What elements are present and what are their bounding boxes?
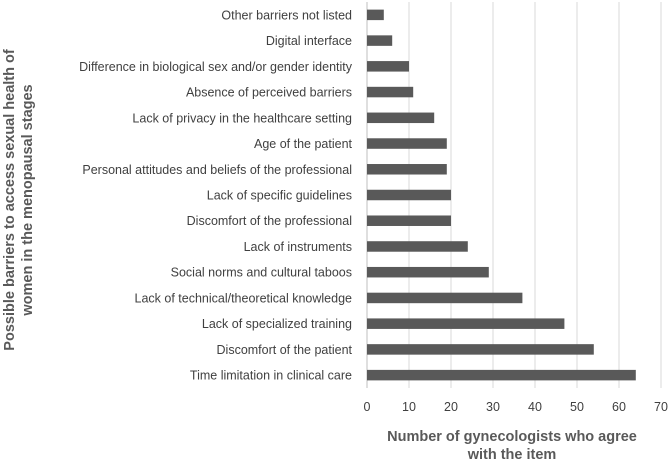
bar	[367, 215, 451, 226]
x-tick-label: 30	[486, 400, 500, 414]
bar	[367, 344, 594, 355]
category-label: Lack of privacy in the healthcare settin…	[132, 111, 352, 125]
bar	[367, 9, 384, 21]
x-tick-label: 0	[364, 400, 371, 414]
y-axis-title-line-1: Possible barriers to access sexual healt…	[2, 49, 18, 351]
bar	[367, 164, 447, 175]
category-label: Age of the patient	[254, 137, 353, 151]
x-tick-label: 20	[444, 400, 458, 414]
x-tick-label: 10	[402, 400, 416, 414]
bar	[367, 318, 565, 329]
bar	[367, 369, 636, 381]
y-axis-title-line-2: women in the menopausal stages	[20, 84, 36, 316]
category-label: Personal attitudes and beliefs of the pr…	[82, 163, 352, 177]
category-label: Digital interface	[266, 34, 352, 48]
category-label: Lack of specific guidelines	[207, 189, 352, 203]
category-label: Discomfort of the patient	[217, 343, 353, 357]
category-label: Lack of technical/theoretical knowledge	[135, 291, 353, 305]
bar	[367, 241, 468, 252]
x-tick-label: 60	[612, 400, 626, 414]
category-label: Social norms and cultural taboos	[171, 266, 352, 280]
bar	[367, 189, 451, 201]
bar	[367, 292, 523, 304]
category-labels: Time limitation in clinical care Discomfo…	[79, 8, 353, 382]
category-label: Lack of specialized training	[202, 317, 352, 331]
x-axis-title-line-1: Number of gynecologists who agree	[387, 429, 637, 445]
bar	[367, 61, 409, 72]
y-axis-title: Possible barriers to access sexual healt…	[2, 49, 36, 351]
bar	[367, 138, 447, 149]
bars	[367, 9, 636, 381]
category-label: Discomfort of the professional	[187, 214, 352, 228]
category-label: Other barriers not listed	[221, 8, 352, 22]
bar	[367, 266, 489, 278]
category-label: Time limitation in clinical care	[190, 369, 352, 383]
bar	[367, 86, 414, 98]
x-axis-title-line-2: with the item	[467, 447, 557, 463]
x-tick-labels: 0 10 20 30 40 50 60 70	[364, 400, 668, 414]
bar	[367, 112, 435, 124]
category-label: Difference in biological sex and/or gend…	[79, 60, 353, 74]
x-tick-label: 40	[528, 400, 542, 414]
x-axis-title: Number of gynecologists who agree with t…	[387, 429, 637, 463]
x-tick-label: 70	[654, 400, 668, 414]
category-label: Lack of instruments	[244, 240, 352, 254]
x-tick-label: 50	[570, 400, 584, 414]
category-label: Absence of perceived barriers	[186, 86, 352, 100]
bar	[367, 35, 393, 46]
